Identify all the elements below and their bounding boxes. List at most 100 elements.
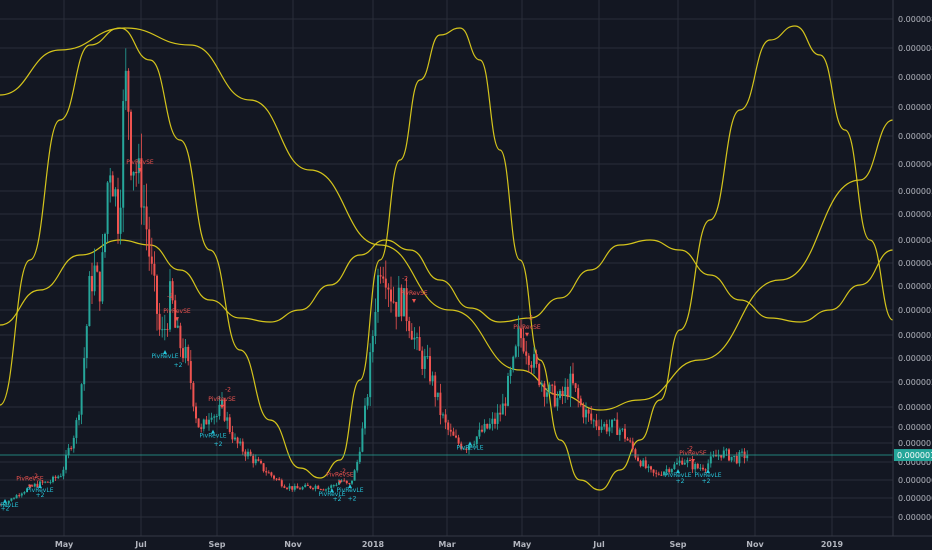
x-axis[interactable]: May Jul Sep Nov 2018 Mar May Jul Sep Nov 2019 xyxy=(0,535,932,550)
y-tick-label-13: 0.00000270 xyxy=(898,354,932,363)
candle-body-250 xyxy=(650,466,652,470)
candle-body-233 xyxy=(605,424,608,432)
current-price-label: 0.00000111 xyxy=(897,451,932,460)
candle-body-193 xyxy=(501,403,504,415)
candle-body-113 xyxy=(293,486,296,490)
candle-body-186 xyxy=(483,423,486,432)
candle-body-273 xyxy=(709,456,712,464)
candle-body-64 xyxy=(166,328,169,330)
candle-body-35 xyxy=(91,276,93,292)
candle-body-85 xyxy=(221,400,223,405)
candle-body-223 xyxy=(579,398,582,406)
candle-body-61 xyxy=(158,313,161,330)
candle-body-222 xyxy=(577,388,580,399)
candle-body-114 xyxy=(296,486,299,489)
candle-body-102 xyxy=(265,471,268,473)
candle-body-253 xyxy=(657,473,660,475)
candle-body-154 xyxy=(400,287,403,317)
candle-body-215 xyxy=(559,390,561,398)
candle-body-213 xyxy=(553,385,556,407)
candle-body-235 xyxy=(611,419,613,428)
signal-label-2: PivRevLE xyxy=(27,487,54,494)
candle-body-221 xyxy=(574,383,577,389)
candle-body-209 xyxy=(543,383,546,397)
signal-arrow-2 xyxy=(38,484,42,488)
x-tick-label-1: Jul xyxy=(134,540,147,549)
candle-body-125 xyxy=(325,489,327,491)
candle-body-130 xyxy=(338,481,340,485)
candle-body-90 xyxy=(234,437,236,440)
candle-body-133 xyxy=(345,480,348,484)
candle-body-170 xyxy=(442,414,444,416)
x-tick-label-0: May xyxy=(55,540,74,549)
candle-body-144 xyxy=(374,311,377,337)
candle-body-152 xyxy=(395,301,398,317)
candle-body-18 xyxy=(46,481,49,483)
signal-arrow-6 xyxy=(138,168,142,172)
candle-body-166 xyxy=(431,375,434,382)
candle-body-264 xyxy=(686,460,689,463)
candle-body-240 xyxy=(624,428,626,439)
candle-body-28 xyxy=(72,437,75,449)
signal-label-23: PivRevLE xyxy=(457,444,484,451)
signal-arrow-15 xyxy=(338,480,342,485)
candle-body-63 xyxy=(163,328,166,330)
candle-body-38 xyxy=(98,271,101,302)
candle-body-132 xyxy=(343,480,346,482)
candle-body-145 xyxy=(377,275,379,312)
candle-body-241 xyxy=(626,438,629,441)
candle-body-185 xyxy=(481,429,483,432)
candle-body-53 xyxy=(137,158,140,174)
signal-arrow-26 xyxy=(691,459,695,464)
candle-body-25 xyxy=(65,455,67,470)
y-tick-label-9: 0.00000430 xyxy=(898,259,932,268)
candle-body-258 xyxy=(670,469,673,473)
candle-body-56 xyxy=(145,206,148,230)
candle-body-78 xyxy=(202,419,205,429)
candle-body-248 xyxy=(644,460,647,468)
candle-body-93 xyxy=(241,441,244,452)
candle-body-76 xyxy=(197,418,200,428)
candle-body-14 xyxy=(36,483,39,488)
candle-body-211 xyxy=(548,384,551,393)
signal-label-14: +2 xyxy=(214,441,223,448)
x-axis-panel xyxy=(0,536,932,550)
candle-body-214 xyxy=(556,397,559,407)
candle-body-47 xyxy=(122,101,125,208)
candle-body-22 xyxy=(57,476,60,479)
candle-body-151 xyxy=(392,301,395,303)
candle-body-83 xyxy=(215,416,218,418)
candle-body-162 xyxy=(421,350,424,369)
candle-body-177 xyxy=(460,443,463,449)
candle-body-122 xyxy=(317,485,320,490)
candle-body-188 xyxy=(488,423,491,429)
signal-label-7: PivRevSE xyxy=(163,308,191,315)
candle-body-141 xyxy=(366,397,369,406)
candle-body-127 xyxy=(330,485,333,488)
candle-body-119 xyxy=(309,485,312,489)
candle-body-228 xyxy=(592,420,595,422)
candle-body-110 xyxy=(286,487,288,489)
candle-body-23 xyxy=(59,476,62,478)
candle-body-260 xyxy=(676,462,678,465)
candle-body-87 xyxy=(226,417,229,421)
signal-label-26: PivRevSE xyxy=(679,450,707,457)
candle-body-149 xyxy=(387,287,390,290)
candle-body-52 xyxy=(135,171,138,174)
y-tick-label-7: 0.00000510 xyxy=(898,210,932,219)
x-tick-label-7: Jul xyxy=(592,540,605,549)
signal-arrow-24 xyxy=(525,332,529,337)
signal-arrow-23 xyxy=(468,441,472,446)
y-axis[interactable]: 0.00000850 0.00000800 0.00000750 0.00000700… xyxy=(892,0,932,550)
candle-body-103 xyxy=(267,472,270,474)
candle-body-98 xyxy=(254,459,257,464)
candle-body-165 xyxy=(429,356,431,382)
signal-arrow-21 xyxy=(412,299,416,303)
candle-body-13 xyxy=(33,483,36,487)
candle-body-206 xyxy=(535,354,538,365)
candle-body-88 xyxy=(228,417,231,432)
signal-arrow-18 xyxy=(330,488,334,493)
candle-body-190 xyxy=(494,418,496,424)
